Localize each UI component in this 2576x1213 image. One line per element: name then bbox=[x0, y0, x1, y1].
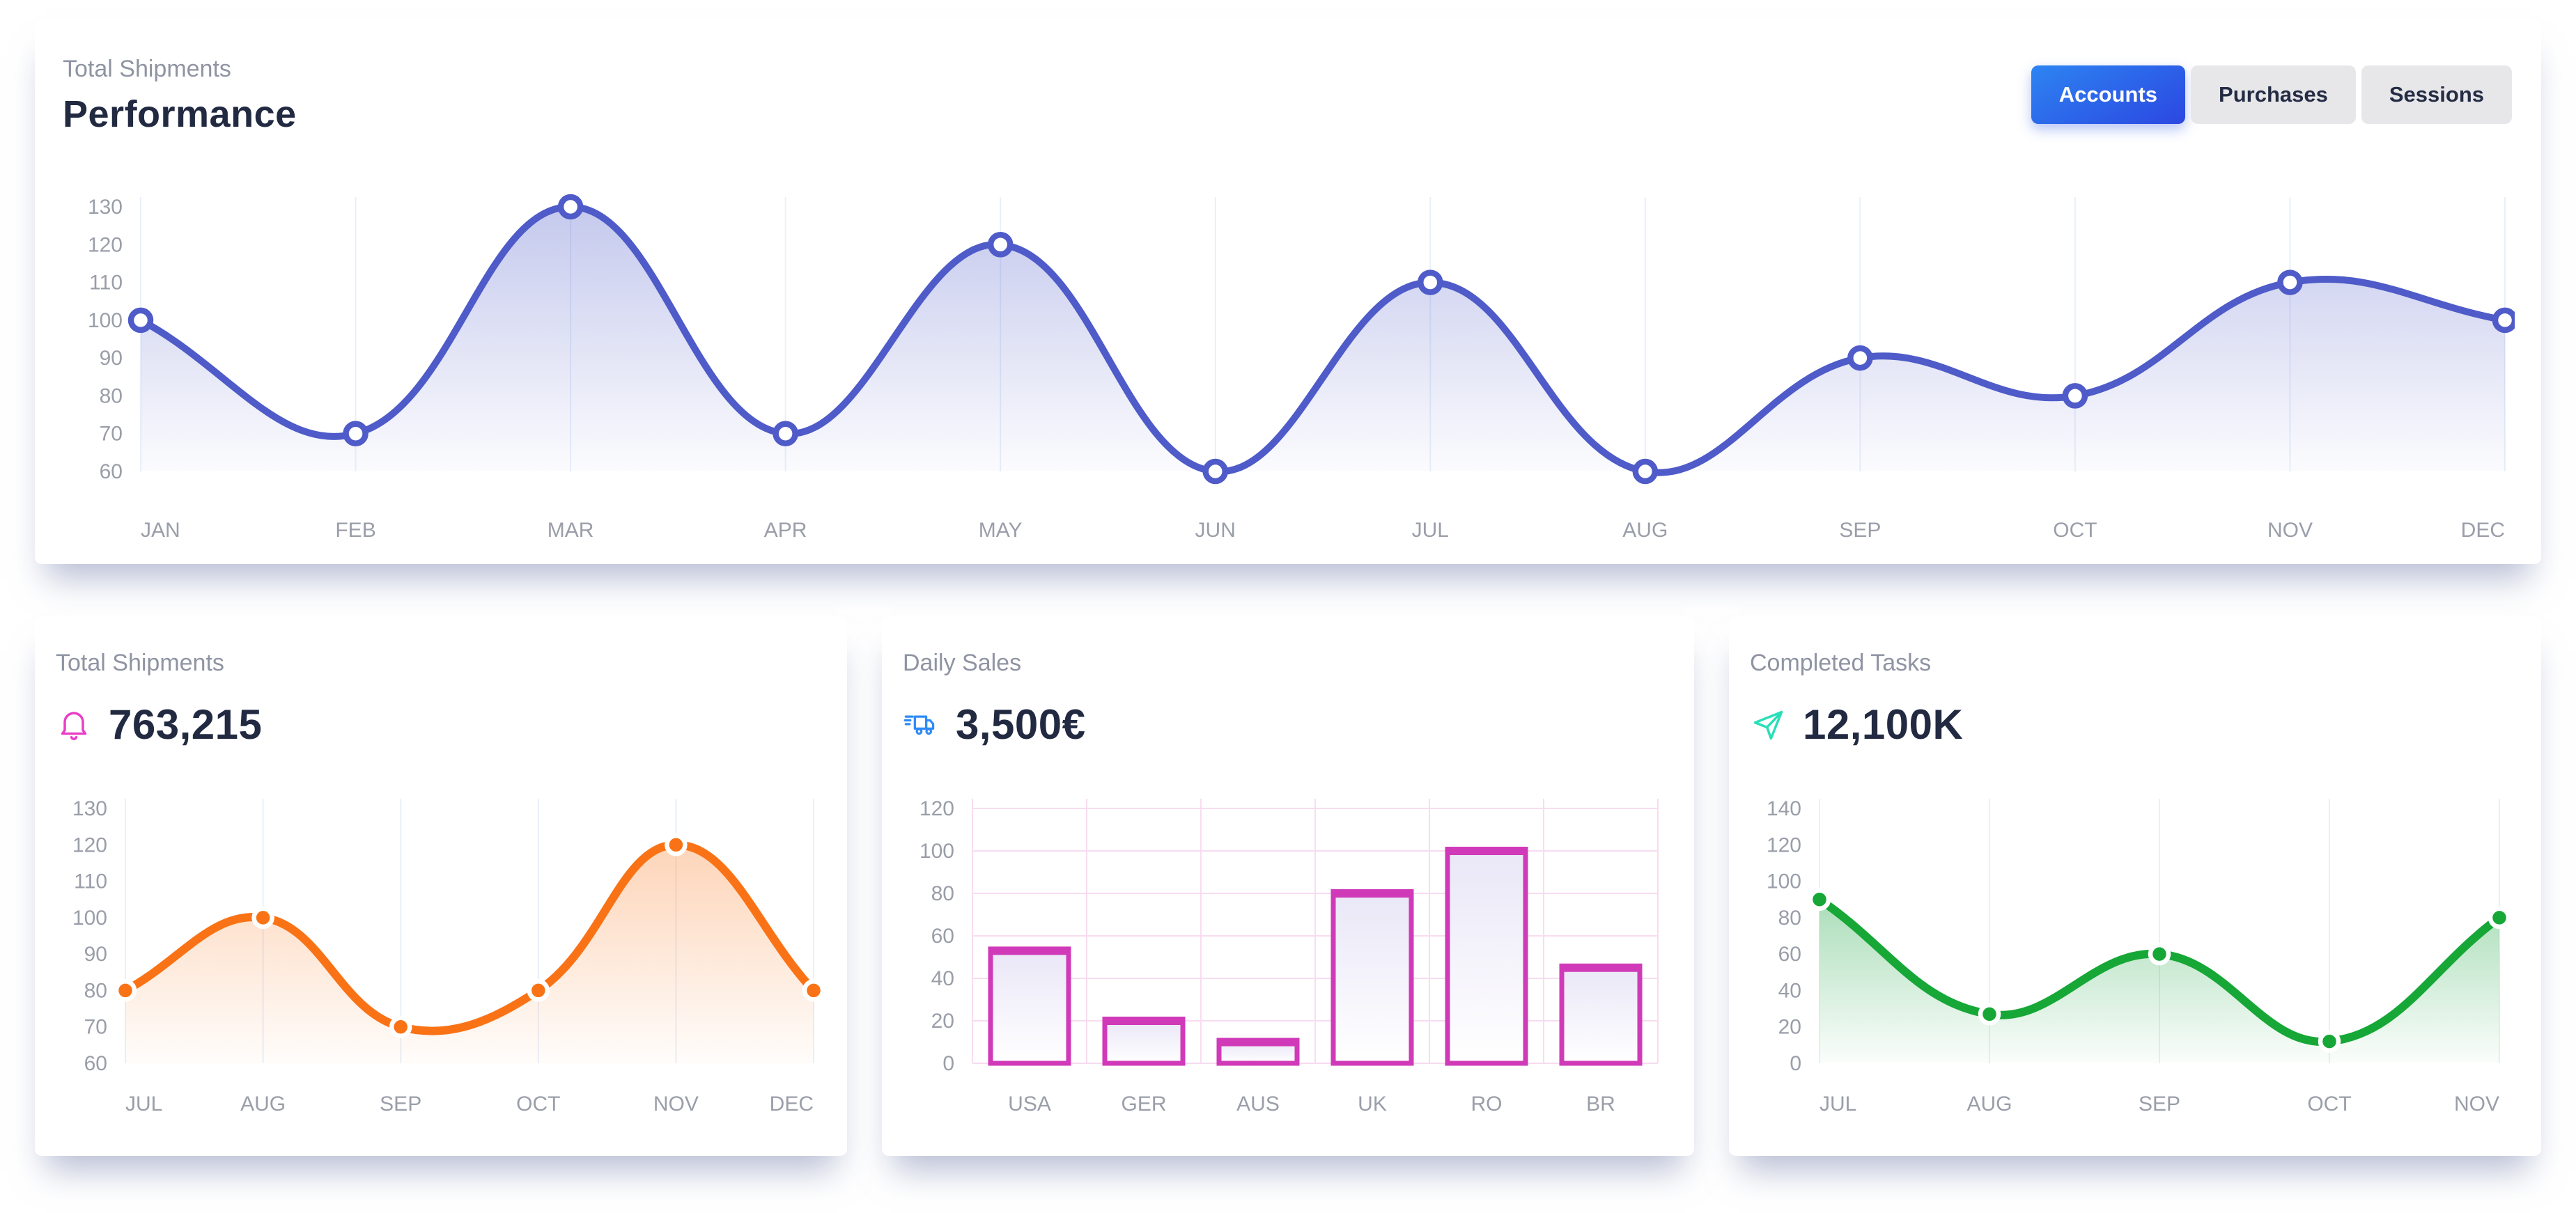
svg-text:JUL: JUL bbox=[1820, 1093, 1856, 1116]
chart-tab-group: Accounts Purchases Sessions bbox=[2031, 65, 2512, 124]
svg-text:110: 110 bbox=[89, 272, 123, 295]
svg-text:OCT: OCT bbox=[516, 1093, 560, 1116]
svg-text:SEP: SEP bbox=[380, 1093, 421, 1116]
svg-text:USA: USA bbox=[1008, 1093, 1051, 1116]
performance-card: Total Shipments Performance Accounts Pur… bbox=[35, 19, 2541, 564]
performance-card-header: Total Shipments Performance Accounts Pur… bbox=[63, 56, 2513, 136]
total-shipments-value: 763,215 bbox=[109, 701, 263, 748]
svg-text:80: 80 bbox=[931, 882, 954, 905]
svg-text:90: 90 bbox=[100, 347, 123, 370]
performance-card-subtitle: Total Shipments bbox=[63, 56, 231, 82]
svg-text:DEC: DEC bbox=[2461, 519, 2505, 542]
performance-card-titles: Total Shipments Performance bbox=[63, 56, 297, 136]
svg-text:JUL: JUL bbox=[1412, 519, 1449, 542]
send-icon bbox=[1753, 710, 1783, 739]
svg-text:OCT: OCT bbox=[2307, 1093, 2351, 1116]
daily-sales-title: Daily Sales bbox=[903, 650, 1022, 676]
svg-text:AUG: AUG bbox=[1622, 519, 1668, 542]
daily-sales-chart-area: 120 100 80 60 40 20 0 USA GER AUS UK RO BR bbox=[903, 781, 1675, 1123]
daily-sales-value: 3,500€ bbox=[956, 701, 1086, 748]
svg-text:130: 130 bbox=[88, 196, 123, 219]
completed-tasks-value: 12,100K bbox=[1803, 701, 1964, 748]
page-title: Performance bbox=[63, 93, 297, 135]
svg-text:70: 70 bbox=[84, 1016, 107, 1039]
svg-text:110: 110 bbox=[74, 870, 107, 893]
svg-text:AUS: AUS bbox=[1236, 1093, 1280, 1116]
svg-text:80: 80 bbox=[1778, 907, 1801, 930]
tab-purchases[interactable]: Purchases bbox=[2191, 65, 2356, 124]
svg-text:60: 60 bbox=[100, 460, 123, 483]
svg-text:80: 80 bbox=[84, 979, 107, 1002]
svg-text:100: 100 bbox=[920, 840, 954, 863]
svg-text:SEP: SEP bbox=[1839, 519, 1881, 542]
total-shipments-line-chart: 130 120 110 100 90 80 70 60 JUL AUG SEP OCT NOV DEC bbox=[72, 797, 822, 1116]
svg-text:60: 60 bbox=[1778, 943, 1801, 966]
svg-text:AUG: AUG bbox=[240, 1093, 286, 1116]
svg-text:NOV: NOV bbox=[2267, 519, 2313, 542]
total-shipments-title: Total Shipments bbox=[56, 650, 224, 676]
completed-tasks-title: Completed Tasks bbox=[1750, 650, 1932, 676]
svg-text:20: 20 bbox=[1778, 1016, 1801, 1039]
svg-text:0: 0 bbox=[1790, 1052, 1801, 1075]
stat-cards-row: Total Shipments 763,215 130 120 110 100 90 80… bbox=[35, 616, 2541, 1156]
svg-text:90: 90 bbox=[84, 943, 107, 966]
svg-text:40: 40 bbox=[931, 967, 954, 990]
svg-text:SEP: SEP bbox=[2139, 1093, 2180, 1116]
svg-text:140: 140 bbox=[1767, 797, 1801, 820]
total-shipments-chart-area: 130 120 110 100 90 80 70 60 JUL AUG SEP OCT NOV DEC bbox=[56, 781, 828, 1123]
completed-tasks-value-row: 12,100K bbox=[1750, 701, 2522, 749]
svg-text:20: 20 bbox=[931, 1010, 954, 1033]
svg-text:100: 100 bbox=[72, 907, 107, 930]
svg-text:MAR: MAR bbox=[548, 519, 594, 542]
svg-text:JUN: JUN bbox=[1195, 519, 1236, 542]
dashboard-page: Total Shipments Performance Accounts Pur… bbox=[35, 19, 2541, 1156]
svg-text:BR: BR bbox=[1586, 1093, 1615, 1116]
svg-text:MAY: MAY bbox=[979, 519, 1023, 542]
svg-text:120: 120 bbox=[1767, 834, 1801, 856]
tab-accounts[interactable]: Accounts bbox=[2031, 65, 2186, 124]
svg-text:DEC: DEC bbox=[770, 1093, 814, 1116]
svg-text:JAN: JAN bbox=[141, 519, 180, 542]
svg-text:JUL: JUL bbox=[125, 1093, 162, 1116]
daily-sales-card: Daily Sales 3,500€ 120 100 80 60 40 20 0 USA GER… bbox=[882, 616, 1694, 1156]
svg-text:RO: RO bbox=[1471, 1093, 1503, 1116]
svg-text:120: 120 bbox=[72, 834, 107, 856]
svg-text:UK: UK bbox=[1358, 1093, 1387, 1116]
svg-text:60: 60 bbox=[931, 925, 954, 948]
svg-text:80: 80 bbox=[100, 384, 123, 407]
total-shipments-card: Total Shipments 763,215 130 120 110 100 90 80… bbox=[35, 616, 847, 1156]
bell-icon bbox=[61, 711, 87, 740]
tab-sessions[interactable]: Sessions bbox=[2361, 65, 2512, 124]
svg-text:100: 100 bbox=[1767, 870, 1801, 893]
svg-text:GER: GER bbox=[1121, 1093, 1166, 1116]
svg-text:120: 120 bbox=[88, 233, 123, 256]
svg-text:OCT: OCT bbox=[2053, 519, 2097, 542]
svg-text:FEB: FEB bbox=[335, 519, 375, 542]
svg-text:NOV: NOV bbox=[2454, 1093, 2499, 1116]
daily-sales-bar-chart: 120 100 80 60 40 20 0 USA GER AUS UK RO BR bbox=[920, 797, 1659, 1116]
performance-chart-area: 130 120 110 100 90 80 70 60 JAN FEB MAR APR MAY JUN JU… bbox=[63, 172, 2515, 562]
svg-text:130: 130 bbox=[72, 797, 107, 820]
delivery-truck-icon bbox=[903, 714, 935, 735]
svg-text:70: 70 bbox=[100, 423, 123, 446]
svg-text:NOV: NOV bbox=[653, 1093, 699, 1116]
svg-text:60: 60 bbox=[84, 1052, 107, 1075]
completed-tasks-card: Completed Tasks 12,100K 140 120 100 80 60 40 2… bbox=[1729, 616, 2541, 1156]
total-shipments-value-row: 763,215 bbox=[56, 701, 828, 749]
completed-tasks-chart-area: 140 120 100 80 60 40 20 0 JUL AUG SEP OCT NOV bbox=[1750, 781, 2522, 1123]
completed-tasks-line-chart: 140 120 100 80 60 40 20 0 JUL AUG SEP OCT NOV bbox=[1767, 797, 2511, 1116]
svg-text:APR: APR bbox=[764, 519, 807, 542]
daily-sales-value-row: 3,500€ bbox=[903, 701, 1675, 749]
svg-text:100: 100 bbox=[88, 309, 123, 332]
svg-text:0: 0 bbox=[942, 1052, 954, 1075]
svg-text:40: 40 bbox=[1778, 979, 1801, 1002]
performance-line-chart: 130 120 110 100 90 80 70 60 JAN FEB MAR APR MAY JUN JU… bbox=[88, 194, 2515, 542]
svg-text:AUG: AUG bbox=[1966, 1093, 2012, 1116]
svg-text:120: 120 bbox=[920, 797, 954, 820]
